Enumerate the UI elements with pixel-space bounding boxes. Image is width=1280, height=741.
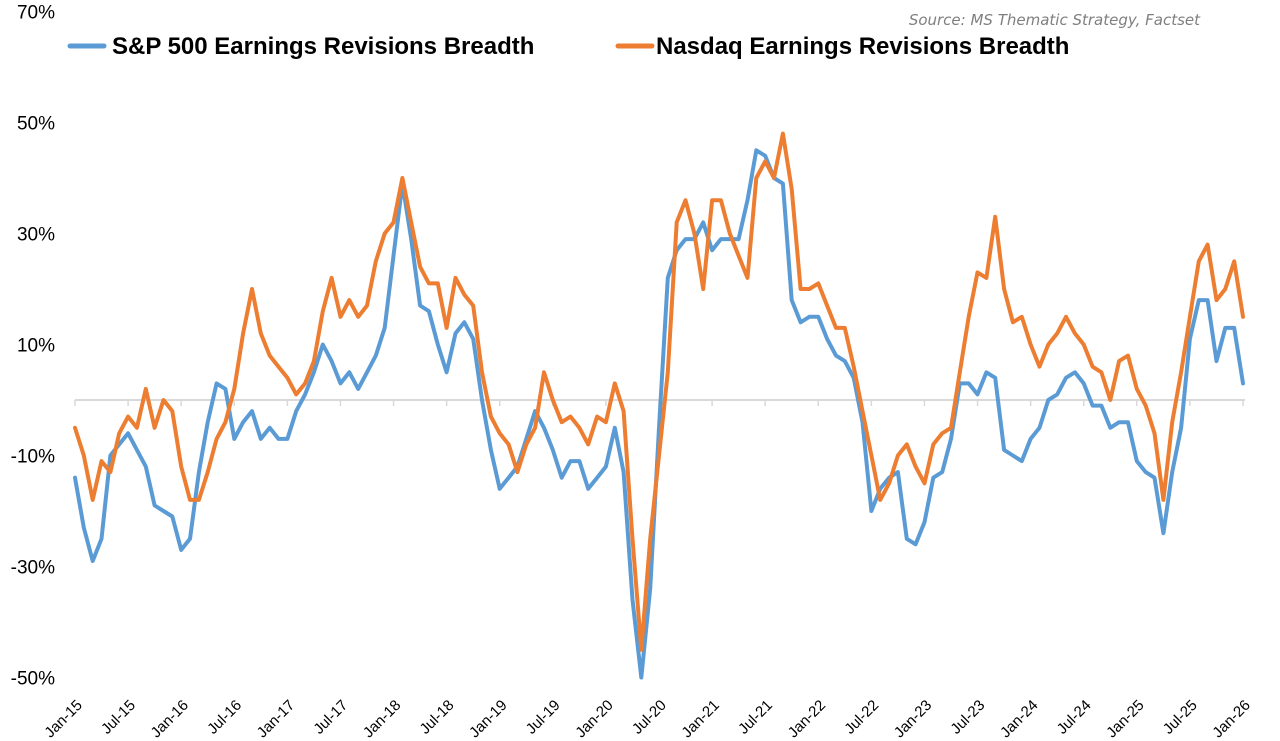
x-tick-label: Jan-21 xyxy=(678,697,722,741)
y-tick-label: 50% xyxy=(17,114,55,135)
x-tick-label: Jul-24 xyxy=(1054,697,1095,738)
x-tick-label: Jul-17 xyxy=(310,697,351,738)
legend-label-nasdaq: Nasdaq Earnings Revisions Breadth xyxy=(656,33,1069,60)
x-tick-label: Jan-25 xyxy=(1103,697,1147,741)
x-tick-label: Jul-18 xyxy=(417,697,458,738)
x-tick-label: Jan-16 xyxy=(148,697,192,741)
x-tick-label: Jul-21 xyxy=(735,697,776,738)
source-note: Source: MS Thematic Strategy, Factset xyxy=(909,11,1201,29)
legend-label-sp500: S&P 500 Earnings Revisions Breadth xyxy=(112,33,534,60)
y-tick-label: -50% xyxy=(11,669,55,690)
x-tick-label: Jan-20 xyxy=(572,697,616,741)
y-tick-label: -30% xyxy=(11,558,55,579)
y-tick-label: 30% xyxy=(17,225,55,246)
series-line-sp500 xyxy=(73,148,1245,680)
x-tick-label: Jan-15 xyxy=(41,697,85,741)
y-tick-label: 10% xyxy=(17,336,55,357)
y-axis: 70% 50% 30% 10% -10% -30% -50% xyxy=(11,3,55,690)
series-layer xyxy=(73,131,1245,680)
x-tick-label: Jan-22 xyxy=(785,697,829,741)
x-tick-label: Jan-24 xyxy=(997,697,1041,741)
x-tick-label: Jul-19 xyxy=(523,697,564,738)
x-tick-label: Jan-19 xyxy=(466,697,510,741)
x-tick-label: Jan-23 xyxy=(891,697,935,741)
y-tick-label: -10% xyxy=(11,447,55,468)
x-tick-label: Jul-16 xyxy=(204,697,245,738)
x-tick-label: Jul-25 xyxy=(1160,697,1201,738)
legend: S&P 500 Earnings Revisions Breadth Nasda… xyxy=(67,33,1069,60)
x-tick-label: Jul-23 xyxy=(947,697,988,738)
x-tick-label: Jul-22 xyxy=(841,697,882,738)
x-tick-label: Jan-26 xyxy=(1209,697,1253,741)
x-tick-label: Jan-18 xyxy=(360,697,404,741)
x-tick-label: Jan-17 xyxy=(254,697,298,741)
y-tick-label: 70% xyxy=(17,3,55,24)
x-tick-label: Jul-20 xyxy=(629,697,670,738)
x-tick-label: Jul-15 xyxy=(98,697,139,738)
series-line-nasdaq xyxy=(73,131,1245,652)
